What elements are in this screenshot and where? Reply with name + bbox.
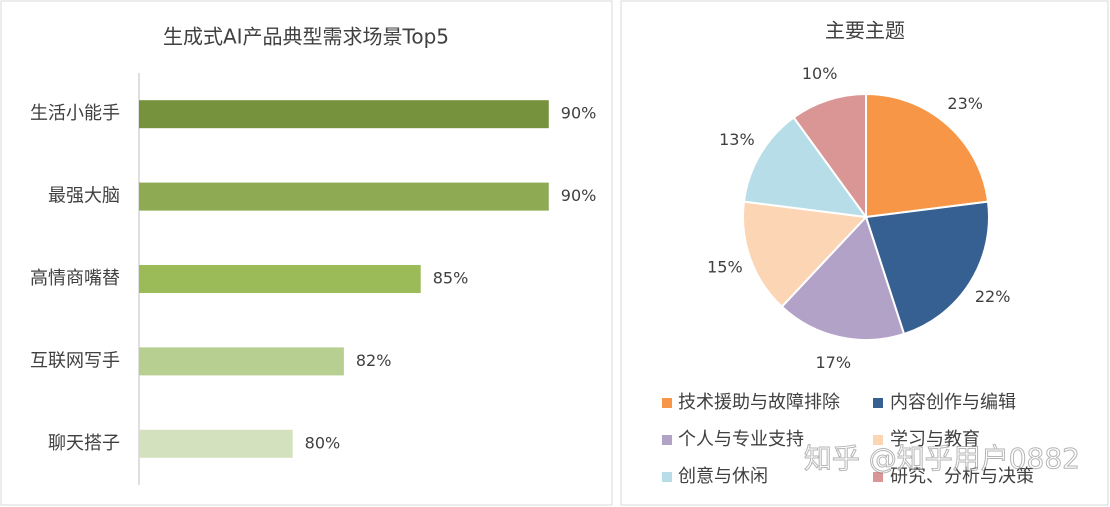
value-label: 22% [975, 287, 1011, 306]
legend-swatch [662, 435, 672, 445]
legend-swatch [662, 398, 672, 408]
category-label: 互联网写手 [30, 350, 120, 371]
legend-label: 学习与教育 [890, 429, 980, 450]
bar [139, 182, 549, 211]
watermark: 知乎 @知乎用户0882 [804, 442, 1080, 475]
bar [139, 265, 421, 293]
value-label: 13% [719, 130, 755, 149]
pie-slice [742, 116, 869, 219]
value-label: 17% [815, 353, 851, 372]
legend-label: 个人与专业支持 [678, 429, 804, 450]
category-label: 高情商嘴替 [30, 268, 120, 289]
value-label: 82% [356, 351, 392, 370]
legend-swatch [873, 435, 883, 445]
value-label: 90% [561, 186, 597, 205]
value-label: 80% [305, 433, 341, 452]
pie-slice [780, 215, 906, 341]
legend-swatch [873, 398, 883, 408]
value-label: 23% [947, 94, 983, 113]
pie-slice [864, 200, 990, 336]
value-label: 85% [433, 269, 469, 288]
category-label: 生活小能手 [30, 103, 120, 124]
legend-label: 研究、分析与决策 [890, 466, 1034, 487]
legend-label: 内容创作与编辑 [890, 392, 1016, 413]
pie-slice [742, 200, 869, 309]
value-label: 10% [802, 64, 838, 83]
pie-slice [865, 92, 990, 219]
legend-swatch [873, 472, 883, 482]
bar [139, 429, 293, 458]
pie-title: 主要主题 [825, 19, 905, 43]
bar-title: 生成式AI产品典型需求场景Top5 [163, 25, 449, 49]
category-label: 最强大脑 [48, 186, 120, 207]
legend-label: 创意与休闲 [678, 466, 768, 487]
value-label: 90% [561, 104, 597, 123]
left-panel [0, 0, 613, 506]
bar [139, 347, 344, 376]
value-label: 15% [707, 257, 743, 276]
legend-label: 技术援助与故障排除 [678, 392, 840, 413]
legend-swatch [662, 472, 672, 482]
bar [139, 100, 549, 129]
category-label: 聊天搭子 [48, 433, 120, 454]
pie-slice [792, 92, 867, 221]
